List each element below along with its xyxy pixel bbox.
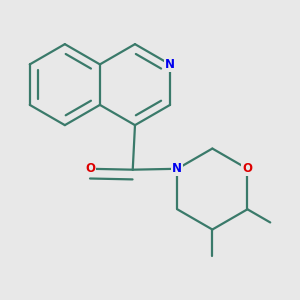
Text: O: O xyxy=(85,162,95,175)
Text: O: O xyxy=(242,162,252,175)
Text: N: N xyxy=(165,58,175,71)
Text: N: N xyxy=(172,162,182,175)
